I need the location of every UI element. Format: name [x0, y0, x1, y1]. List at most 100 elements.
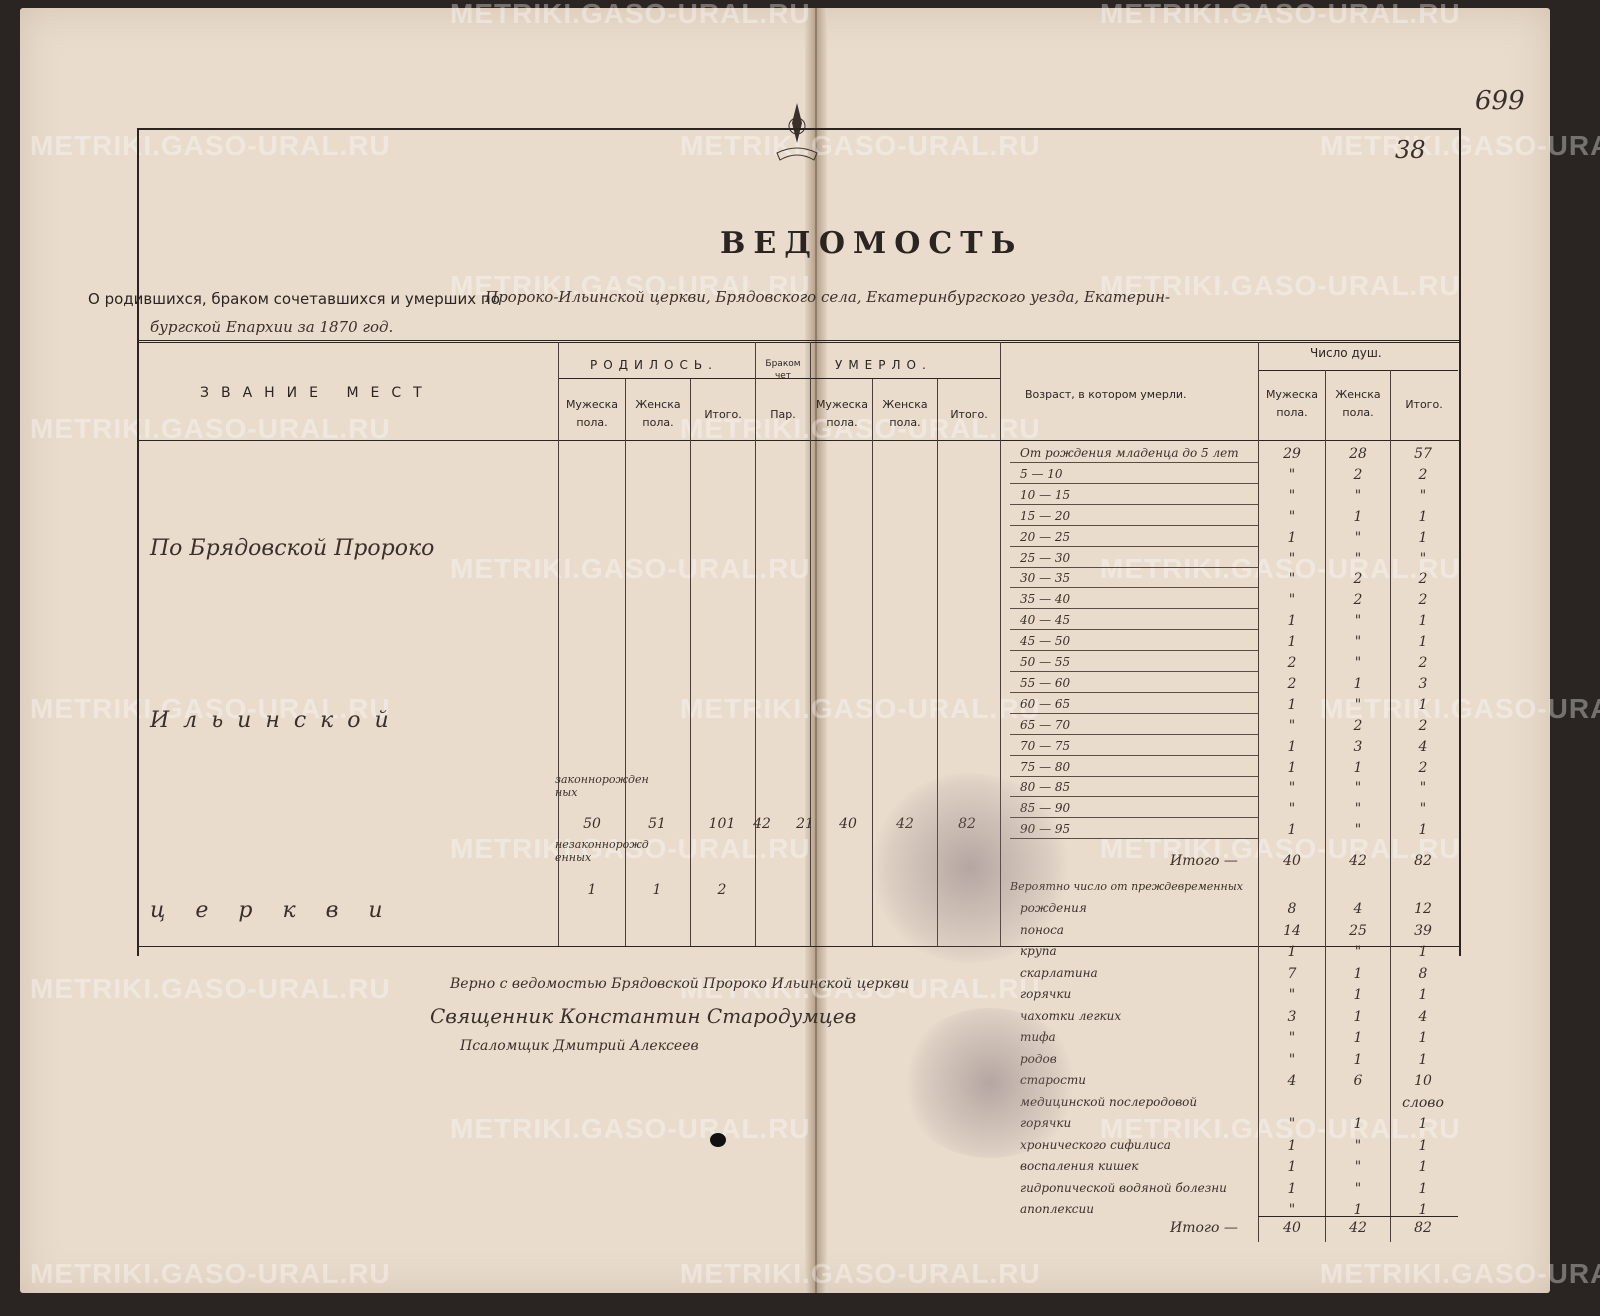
births-illegit-male: 1: [587, 882, 597, 898]
total-count: 1: [1418, 508, 1428, 525]
header-born: РОДИЛОСЬ.: [590, 358, 718, 372]
age-range-label: 70 — 75: [1020, 738, 1071, 753]
header-born-male: Мужеска пола.: [565, 398, 619, 429]
col-divider: [690, 379, 691, 946]
place-name-line1: По Брядовской Пророко: [150, 536, 435, 561]
col-divider: [558, 342, 559, 946]
row-rule: [1010, 566, 1258, 568]
row-rule: [1010, 462, 1258, 463]
deaths-male: 40: [839, 816, 857, 832]
age-range-label: 25 — 30: [1020, 550, 1071, 565]
row-rule: [1010, 608, 1258, 610]
watermark: METRIKI.GASO-URAL.RU: [450, 270, 811, 301]
births-legit-female: 51: [648, 816, 666, 832]
attestation-line1: Верно с ведомостью Брядовской Пророко Ил…: [450, 976, 910, 992]
header-souls: Число душ.: [1310, 346, 1382, 360]
watermark: METRIKI.GASO-URAL.RU: [680, 973, 1041, 1004]
male-count: 14: [1283, 922, 1301, 939]
female-count: ": [1354, 944, 1362, 960]
header-married: Браком чет: [765, 359, 801, 381]
rule: [558, 378, 1000, 379]
ink-blot: [710, 1133, 726, 1147]
male-count: ": [1288, 1116, 1296, 1132]
place-name-line2: Ильинской: [150, 708, 403, 733]
watermark: METRIKI.GASO-URAL.RU: [1100, 833, 1461, 864]
watermark: METRIKI.GASO-URAL.RU: [450, 553, 811, 584]
total-count: ": [1419, 780, 1427, 797]
male-count: ": [1288, 592, 1296, 609]
female-count: ": [1354, 634, 1362, 651]
total-rule: [1258, 1216, 1458, 1217]
total-count: 1: [1418, 1051, 1428, 1068]
seal-stain: [870, 773, 1070, 963]
age-range-label: 35 — 40: [1020, 592, 1071, 607]
causes-heading: Вероятно число от преждевременных: [1010, 880, 1243, 893]
total-count: слово: [1402, 1094, 1444, 1111]
total-label: Итого —: [1170, 1220, 1238, 1236]
rule: [1258, 370, 1458, 371]
male-count: 1: [1287, 822, 1297, 839]
watermark: METRIKI.GASO-URAL.RU: [30, 1258, 391, 1289]
total-sum: 82: [1414, 853, 1432, 869]
watermark: METRIKI.GASO-URAL.RU: [30, 130, 391, 161]
total-count: 2: [1418, 571, 1428, 588]
deaths-total: 82: [942, 816, 992, 832]
female-count: 1: [1353, 675, 1363, 692]
female-count: 2: [1353, 717, 1363, 734]
row-rule: [1010, 817, 1258, 819]
female-count: 1: [1353, 965, 1363, 982]
table-frame: [137, 128, 1461, 956]
watermark: METRIKI.GASO-URAL.RU: [30, 413, 391, 444]
births-illegit-total: 2: [717, 882, 727, 898]
col-divider: [755, 342, 756, 946]
header-place: ЗВАНИЕ МЕСТ: [200, 385, 434, 401]
female-count: 4: [1353, 901, 1363, 917]
cause-label: тифа: [1020, 1030, 1250, 1044]
cause-label: воспаления кишек: [1020, 1159, 1139, 1173]
total-count: 2: [1418, 717, 1428, 734]
header-souls-male: Мужеска пола.: [1265, 388, 1319, 419]
age-range-label: 90 — 95: [1020, 822, 1250, 836]
female-count: ": [1354, 1180, 1362, 1197]
male-count: 1: [1287, 944, 1297, 960]
watermark: METRIKI.GASO-URAL.RU: [450, 0, 811, 29]
total-count: 4: [1418, 738, 1428, 755]
watermark: METRIKI.GASO-URAL.RU: [1320, 1258, 1600, 1289]
female-count: ": [1354, 822, 1362, 839]
col-divider: [810, 342, 811, 946]
col-divider: [872, 379, 873, 946]
age-range-label: 30 — 35: [1020, 571, 1071, 586]
female-count: 1: [1353, 1202, 1363, 1218]
marriages-count: 21: [796, 816, 814, 832]
female-count: 6: [1353, 1073, 1363, 1089]
male-count: ": [1288, 801, 1296, 818]
female-count: 2: [1353, 592, 1363, 609]
male-count: 1: [1287, 738, 1297, 755]
male-count: ": [1288, 550, 1296, 567]
births-illegit-female: 1: [652, 882, 662, 898]
male-count: ": [1288, 571, 1296, 588]
female-count: 2: [1353, 466, 1363, 483]
sheet-number: 38: [1395, 136, 1426, 164]
female-count: ": [1354, 487, 1362, 504]
cause-label: медицинской послеродовой: [1020, 1094, 1198, 1109]
age-range-label: 85 — 90: [1020, 801, 1250, 815]
cause-label: крупа: [1020, 944, 1057, 958]
female-count: ": [1354, 613, 1362, 630]
row-rule: [1010, 838, 1258, 840]
total-sum: 82: [1414, 1220, 1432, 1236]
age-range-label: 45 — 50: [1020, 634, 1071, 649]
female-count: ": [1354, 655, 1362, 671]
legitimate-label: законнорожденных: [555, 773, 649, 799]
age-range-label: 50 — 55: [1020, 655, 1071, 669]
psalmist-signature: Псаломщик Дмитрий Алексеев: [460, 1038, 699, 1054]
age-range-label: От рождения младенца до 5 лет: [1020, 446, 1239, 460]
male-count: 8: [1287, 901, 1297, 917]
watermark: METRIKI.GASO-URAL.RU: [450, 833, 811, 864]
female-count: 28: [1349, 446, 1367, 462]
total-count: 1: [1418, 1159, 1428, 1175]
row-rule: [1010, 775, 1258, 777]
female-count: 1: [1353, 1030, 1363, 1046]
header-top-rule: [137, 340, 1459, 343]
female-count: ": [1354, 529, 1362, 546]
